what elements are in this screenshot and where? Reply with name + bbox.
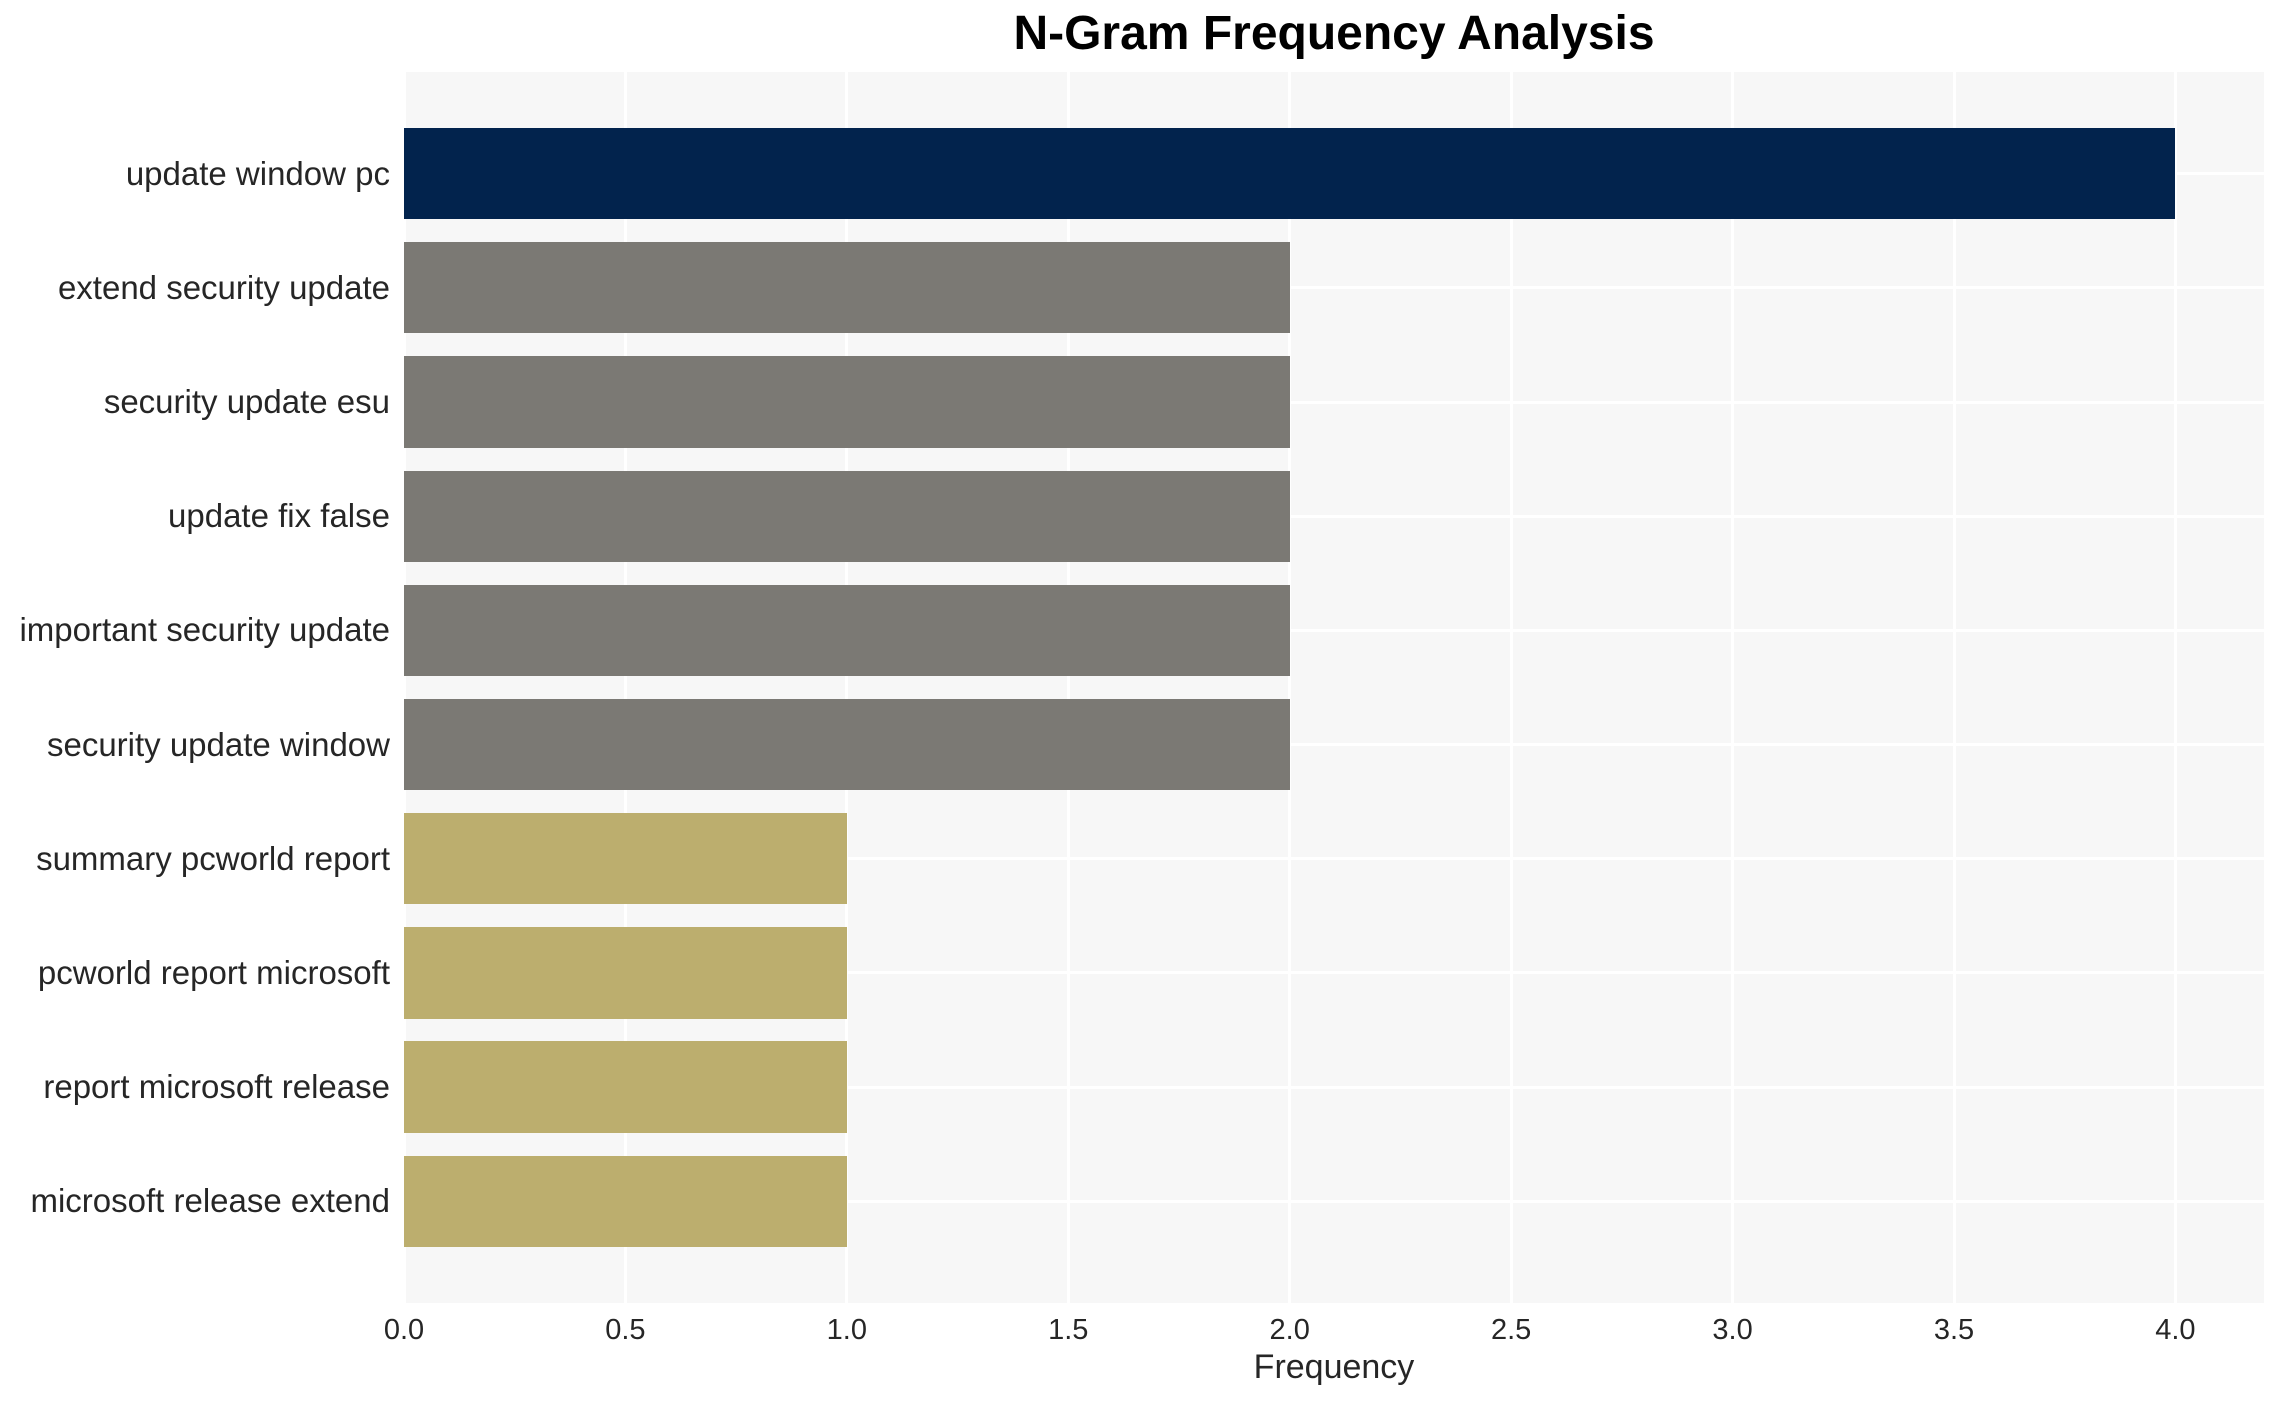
bar [404, 242, 1290, 334]
x-tick-label: 2.0 [1269, 1314, 1310, 1346]
x-tick-label: 1.5 [1048, 1314, 1089, 1346]
bar [404, 127, 2176, 220]
grid-line-horizontal [404, 971, 2264, 975]
bar [404, 1041, 847, 1133]
category-label: update fix false [168, 497, 390, 535]
grid-line-horizontal [404, 400, 2264, 404]
category-label: report microsoft release [43, 1068, 390, 1106]
grid-line-horizontal [404, 286, 2264, 290]
bar [404, 470, 1290, 562]
grid-line-vertical [1731, 72, 1735, 1303]
bar [404, 356, 1290, 448]
x-axis-label: Frequency [1253, 1348, 1415, 1386]
grid-line-vertical [1509, 72, 1513, 1303]
x-tick-label: 2.5 [1490, 1314, 1532, 1346]
grid-line-vertical [1288, 72, 1292, 1303]
grid-line-horizontal [404, 514, 2264, 518]
grid-line-vertical [2173, 72, 2177, 1303]
grid-line-horizontal [404, 1199, 2264, 1203]
bar [404, 927, 847, 1019]
category-label: update window pc [125, 154, 390, 192]
bar [404, 584, 1290, 677]
grid-line-vertical [845, 72, 849, 1303]
grid-line-vertical [1066, 72, 1070, 1303]
bar [404, 1155, 847, 1248]
x-tick-label: 4.0 [2155, 1314, 2196, 1346]
chart-title: N-Gram Frequency Analysis [1013, 7, 1655, 60]
grid-line-vertical [623, 72, 627, 1303]
category-label: important security update [19, 611, 390, 649]
grid-line-horizontal [404, 1085, 2264, 1089]
bar [404, 698, 1290, 791]
category-label: security update esu [103, 383, 390, 421]
category-label: pcworld report microsoft [37, 953, 390, 991]
category-label: summary pcworld report [36, 839, 390, 877]
grid-line-horizontal [404, 857, 2264, 861]
grid-line-vertical [404, 72, 406, 1303]
grid-line-vertical [1952, 72, 1956, 1303]
grid-line-horizontal [404, 628, 2264, 632]
category-label: extend security update [57, 268, 390, 306]
category-label: microsoft release extend [30, 1182, 390, 1220]
x-tick-label: 3.0 [1712, 1314, 1753, 1346]
x-tick-label: 3.5 [1933, 1314, 1975, 1346]
plot-area [404, 72, 2264, 1303]
x-tick-label: 0.5 [605, 1314, 646, 1346]
grid-line-horizontal [404, 743, 2264, 747]
x-tick-label: 0.0 [383, 1314, 425, 1346]
x-tick-label: 1.0 [826, 1314, 867, 1346]
bar [404, 813, 847, 905]
category-label: security update window [46, 725, 390, 763]
